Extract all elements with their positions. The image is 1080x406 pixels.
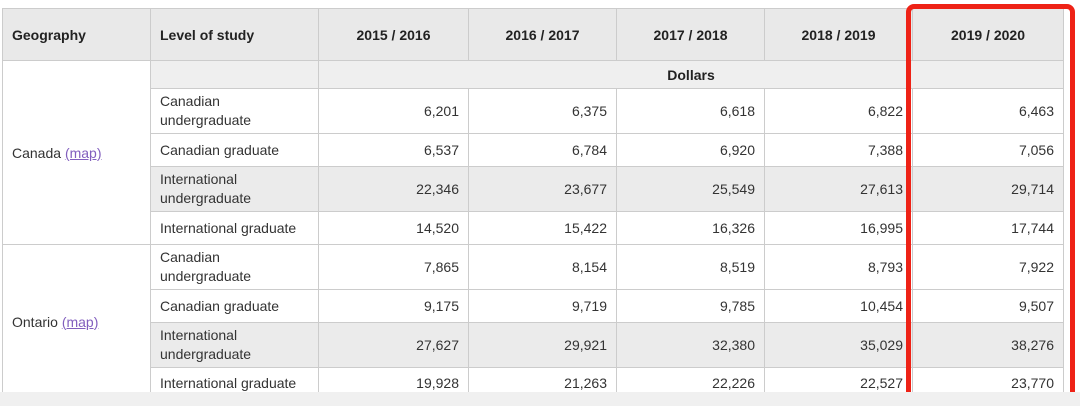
column-header-2016-2017: 2016 / 2017 (468, 8, 617, 61)
value-cell: 9,507 (912, 289, 1064, 323)
level-cell: Canadian undergraduate (150, 244, 319, 290)
value-cell: 7,056 (912, 133, 1064, 167)
table-row: Canadian undergraduate 6,201 6,375 6,618… (3, 88, 1064, 134)
table-row: International undergraduate 22,346 23,67… (3, 166, 1064, 212)
units-label: Dollars (318, 60, 1064, 89)
column-header-2017-2018: 2017 / 2018 (616, 8, 765, 61)
value-cell: 15,422 (468, 211, 617, 245)
value-cell: 9,175 (318, 289, 469, 323)
level-cell: Canadian graduate (150, 133, 319, 167)
value-cell: 6,618 (616, 88, 765, 134)
value-cell: 29,714 (912, 166, 1064, 212)
value-cell: 25,549 (616, 166, 765, 212)
value-cell: 6,822 (764, 88, 913, 134)
value-cell: 22,346 (318, 166, 469, 212)
value-cell: 29,921 (468, 322, 617, 368)
column-header-2018-2019: 2018 / 2019 (764, 8, 913, 61)
value-cell: 27,627 (318, 322, 469, 368)
geography-label: Ontario (12, 313, 58, 330)
level-cell: International undergraduate (150, 322, 319, 368)
geography-cell-canada: Canada (map) (2, 60, 151, 245)
value-cell: 7,388 (764, 133, 913, 167)
value-cell: 8,793 (764, 244, 913, 290)
value-cell: 17,744 (912, 211, 1064, 245)
value-cell: 6,537 (318, 133, 469, 167)
value-cell: 38,276 (912, 322, 1064, 368)
table-row: Canadian graduate 9,175 9,719 9,785 10,4… (3, 289, 1064, 323)
table-row: International graduate 14,520 15,422 16,… (3, 211, 1064, 245)
level-cell: Canadian undergraduate (150, 88, 319, 134)
value-cell: 6,920 (616, 133, 765, 167)
table-header-row: Geography Level of study 2015 / 2016 201… (2, 8, 1064, 61)
table-row: Ontario (map) Canadian undergraduate 7,8… (2, 244, 1064, 399)
geography-label: Canada (12, 144, 62, 161)
value-cell: 6,784 (468, 133, 617, 167)
units-row: Canada (map) Dollars (2, 60, 1064, 245)
column-header-level-of-study: Level of study (150, 8, 319, 61)
value-cell: 16,995 (764, 211, 913, 245)
value-cell: 10,454 (764, 289, 913, 323)
value-cell: 9,785 (616, 289, 765, 323)
footer-strip (0, 392, 1080, 406)
value-cell: 7,922 (912, 244, 1064, 290)
value-cell: 6,201 (318, 88, 469, 134)
units-empty-cell (150, 60, 319, 89)
value-cell: 7,865 (318, 244, 469, 290)
value-cell: 32,380 (616, 322, 765, 368)
value-cell: 27,613 (764, 166, 913, 212)
column-header-2019-2020: 2019 / 2020 (912, 8, 1064, 61)
value-cell: 23,677 (468, 166, 617, 212)
value-cell: 8,519 (616, 244, 765, 290)
map-link-ontario[interactable]: (map) (61, 313, 99, 330)
column-header-geography: Geography (2, 8, 151, 61)
geography-cell-ontario: Ontario (map) (2, 244, 151, 399)
level-cell: Canadian graduate (150, 289, 319, 323)
level-cell: International undergraduate (150, 166, 319, 212)
map-link-canada[interactable]: (map) (64, 144, 102, 161)
value-cell: 35,029 (764, 322, 913, 368)
value-cell: 14,520 (318, 211, 469, 245)
level-cell: International graduate (150, 211, 319, 245)
tuition-fees-table: Geography Level of study 2015 / 2016 201… (2, 8, 1064, 399)
value-cell: 6,463 (912, 88, 1064, 134)
value-cell: 9,719 (468, 289, 617, 323)
table-row: International undergraduate 27,627 29,92… (3, 322, 1064, 368)
column-header-2015-2016: 2015 / 2016 (318, 8, 469, 61)
value-cell: 8,154 (468, 244, 617, 290)
value-cell: 16,326 (616, 211, 765, 245)
table-row: Canadian graduate 6,537 6,784 6,920 7,38… (3, 133, 1064, 167)
value-cell: 6,375 (468, 88, 617, 134)
